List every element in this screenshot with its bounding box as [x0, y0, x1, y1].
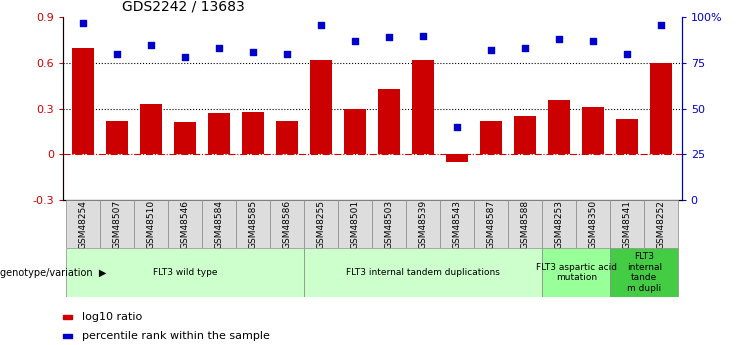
Point [316, 22, 328, 27]
Bar [134, 200, 168, 248]
Bar [542, 248, 611, 297]
Bar [140, 104, 162, 155]
Text: GSM48541: GSM48541 [623, 200, 632, 249]
Bar [440, 200, 474, 248]
Point [282, 51, 293, 57]
Bar [242, 112, 265, 155]
Text: GSM48255: GSM48255 [317, 200, 326, 249]
Text: GSM48587: GSM48587 [487, 200, 496, 249]
Bar [208, 113, 230, 155]
Bar [651, 63, 672, 155]
Text: GSM48252: GSM48252 [657, 200, 666, 249]
Bar [412, 60, 434, 155]
Bar [310, 60, 333, 155]
Point [213, 46, 225, 51]
Text: GSM48507: GSM48507 [113, 200, 122, 249]
Bar [611, 248, 678, 297]
Bar [611, 200, 645, 248]
Text: GSM48253: GSM48253 [555, 200, 564, 249]
Bar [617, 119, 639, 155]
Point [588, 38, 599, 44]
Text: FLT3 internal tandem duplications: FLT3 internal tandem duplications [346, 268, 500, 277]
Text: log10 ratio: log10 ratio [82, 313, 142, 322]
Text: genotype/variation  ▶: genotype/variation ▶ [0, 268, 107, 277]
Bar [542, 200, 576, 248]
Text: percentile rank within the sample: percentile rank within the sample [82, 332, 270, 341]
Point [451, 124, 463, 130]
Bar [514, 116, 536, 155]
Bar [379, 89, 400, 155]
Bar [168, 200, 202, 248]
Text: GSM48588: GSM48588 [521, 200, 530, 249]
Bar [236, 200, 270, 248]
Bar [106, 121, 128, 155]
Bar [270, 200, 305, 248]
Bar [67, 200, 100, 248]
Point [78, 20, 90, 26]
Bar [67, 248, 305, 297]
Text: GSM48584: GSM48584 [215, 200, 224, 249]
Point [145, 42, 157, 48]
Text: GSM48539: GSM48539 [419, 200, 428, 249]
Text: GSM48510: GSM48510 [147, 200, 156, 249]
Point [554, 37, 565, 42]
Text: GSM48586: GSM48586 [283, 200, 292, 249]
Point [622, 51, 634, 57]
Bar [548, 99, 571, 155]
Bar [480, 121, 502, 155]
Bar [305, 248, 542, 297]
Point [350, 38, 362, 44]
Bar [174, 122, 196, 155]
Text: GDS2242 / 13683: GDS2242 / 13683 [122, 0, 245, 14]
Bar [73, 48, 94, 155]
Text: FLT3 aspartic acid
mutation: FLT3 aspartic acid mutation [536, 263, 617, 282]
Bar [345, 109, 366, 155]
Text: GSM48350: GSM48350 [589, 200, 598, 249]
Point [179, 55, 191, 60]
Bar [406, 200, 440, 248]
Text: FLT3 wild type: FLT3 wild type [153, 268, 218, 277]
Bar [339, 200, 372, 248]
Text: GSM48543: GSM48543 [453, 200, 462, 249]
Text: GSM48546: GSM48546 [181, 200, 190, 249]
Point [655, 22, 667, 27]
Text: GSM48503: GSM48503 [385, 200, 394, 249]
Bar [582, 107, 605, 155]
Bar [446, 155, 468, 162]
Point [485, 47, 497, 53]
Bar [508, 200, 542, 248]
Bar [305, 200, 339, 248]
Bar [276, 121, 299, 155]
Point [111, 51, 123, 57]
Bar [474, 200, 508, 248]
Text: GSM48501: GSM48501 [350, 200, 360, 249]
Bar [372, 200, 406, 248]
Bar [202, 200, 236, 248]
Point [519, 46, 531, 51]
Point [417, 33, 429, 38]
Point [383, 34, 395, 40]
Text: GSM48254: GSM48254 [79, 200, 88, 249]
Bar [100, 200, 134, 248]
Text: GSM48585: GSM48585 [249, 200, 258, 249]
Point [247, 49, 259, 55]
Text: FLT3
internal
tande
m dupli: FLT3 internal tande m dupli [627, 253, 662, 293]
Bar [645, 200, 678, 248]
Bar [576, 200, 611, 248]
